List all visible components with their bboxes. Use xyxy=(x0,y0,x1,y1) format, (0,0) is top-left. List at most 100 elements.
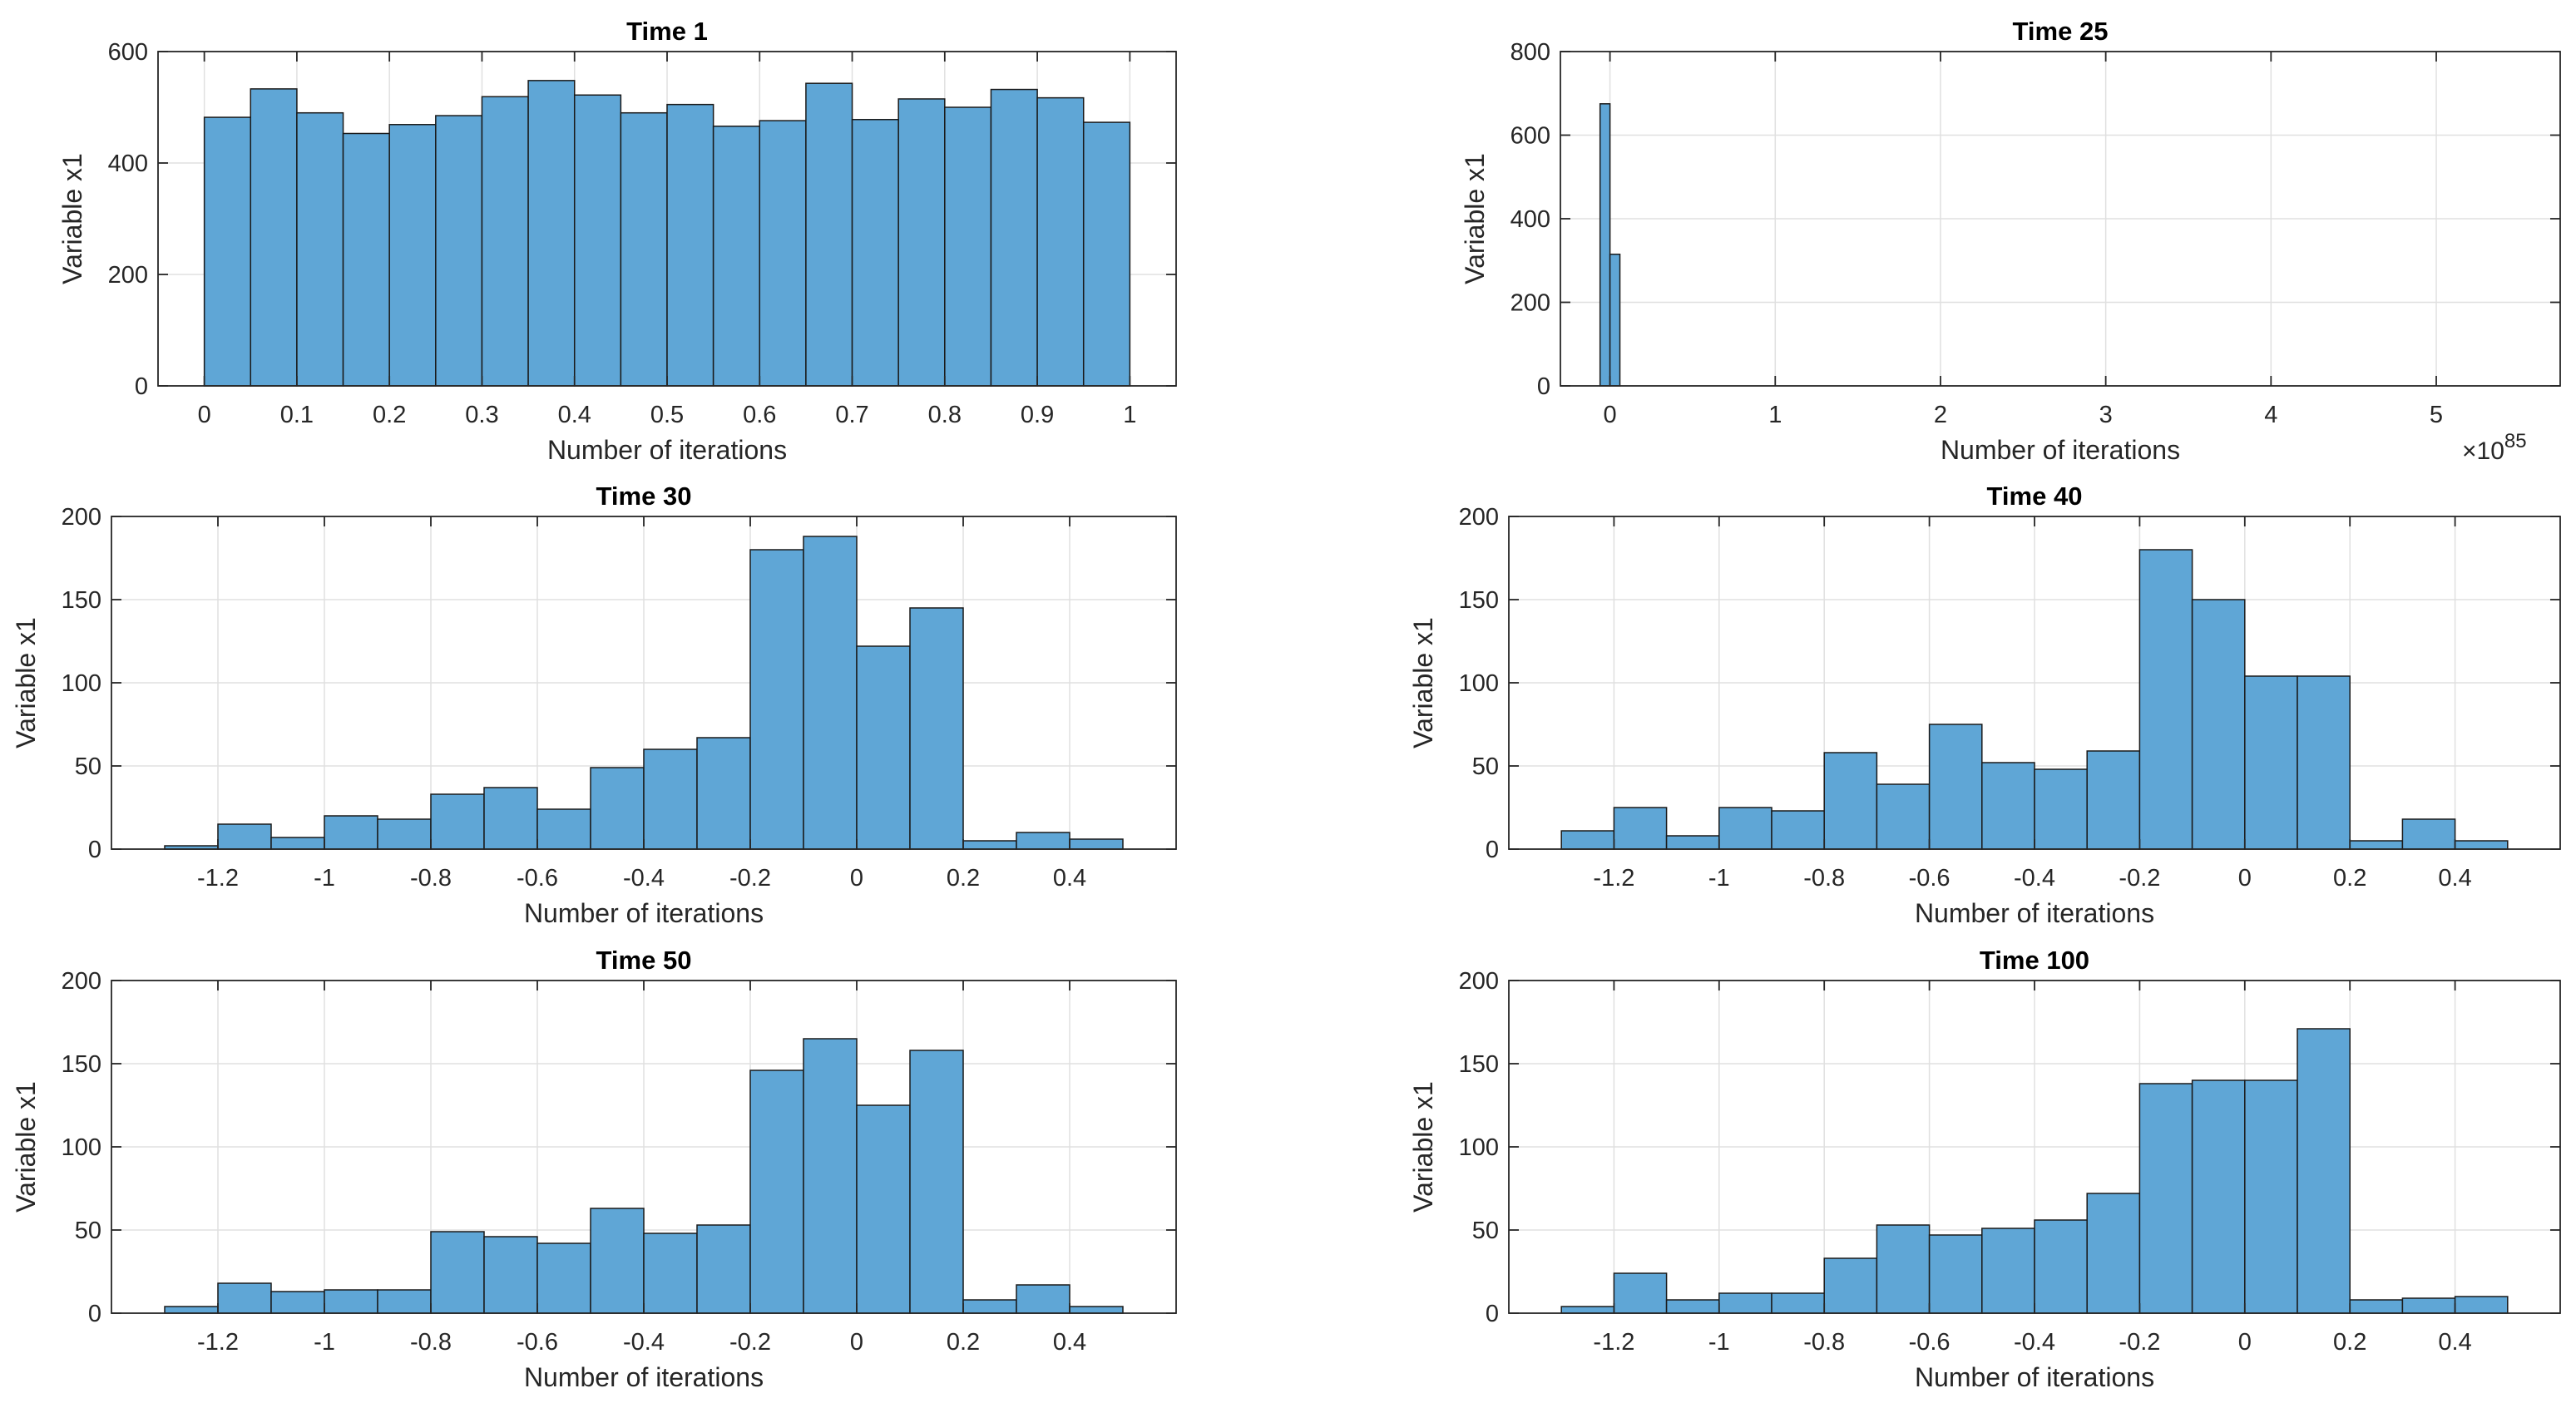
x-tick-label: -1 xyxy=(314,865,335,892)
x-tick-label: -1 xyxy=(1708,1329,1730,1356)
histogram-bar xyxy=(1082,121,1131,387)
histogram-bar xyxy=(749,549,804,850)
x-tick-label: 0.4 xyxy=(1053,1329,1086,1356)
histogram-bar xyxy=(1613,1272,1668,1314)
histogram-bar xyxy=(1613,807,1668,850)
histogram-bar xyxy=(164,1306,219,1314)
histogram-bar xyxy=(1036,96,1085,387)
histogram-bar xyxy=(2138,549,2193,850)
y-axis-label: Variable x1 xyxy=(1460,153,1490,284)
histogram-bar xyxy=(1069,838,1124,850)
histogram-bar xyxy=(2244,1079,2298,1314)
histogram-bar xyxy=(2297,1028,2351,1314)
x-tick-label: 0.3 xyxy=(465,402,498,428)
bars xyxy=(164,1038,1124,1314)
x-exponent-power: 85 xyxy=(2504,430,2527,452)
x-tick-label: 0 xyxy=(850,865,863,892)
y-tick-label: 0 xyxy=(1486,837,1499,863)
y-tick-label: 50 xyxy=(1472,753,1499,780)
x-axis-label: Number of iterations xyxy=(524,898,764,928)
x-tick-label: -1.2 xyxy=(1593,865,1634,892)
x-tick-label: 0 xyxy=(850,1329,863,1356)
x-exponent-base: ×10 xyxy=(2462,437,2504,465)
histogram-bar xyxy=(1771,1292,1825,1314)
y-tick-label: 200 xyxy=(108,262,148,289)
y-tick-label: 150 xyxy=(1459,587,1499,614)
x-tick-label: 0.4 xyxy=(2438,1329,2471,1356)
histogram-bar xyxy=(620,111,668,387)
y-tick-label: 0 xyxy=(88,1301,101,1327)
x-tick-label: -0.2 xyxy=(2119,865,2160,892)
histogram-bar xyxy=(856,645,911,850)
x-tick-label: 0.2 xyxy=(947,865,980,892)
histogram-bar xyxy=(1560,1306,1615,1314)
histogram-panel: -1.2 -1 -0.8 -0.6 -0.4 -0.2 0 0.2 0.4 0 50 100 150 20… xyxy=(11,482,1177,928)
x-tick-label: -0.6 xyxy=(1909,1329,1951,1356)
histogram-bar xyxy=(803,536,858,850)
y-tick-label: 600 xyxy=(108,39,148,66)
y-axis-label: Variable x1 xyxy=(1408,617,1438,748)
histogram-bar xyxy=(377,1289,432,1314)
y-tick-label: 400 xyxy=(1510,206,1550,233)
histogram-bar xyxy=(2086,750,2141,850)
histogram-bar xyxy=(590,1208,645,1314)
x-tick-label: 3 xyxy=(2099,402,2113,428)
x-tick-label: -0.4 xyxy=(2014,865,2055,892)
x-tick-label: 0.5 xyxy=(650,402,684,428)
x-tick-label: 0.4 xyxy=(558,402,591,428)
chart-title: Time 25 xyxy=(2013,17,2109,46)
histogram-bar xyxy=(851,118,899,387)
histogram-bar xyxy=(990,88,1038,387)
x-axis-label: Number of iterations xyxy=(1941,435,2180,465)
histogram-bar xyxy=(696,1224,751,1314)
histogram-bar xyxy=(2086,1193,2141,1314)
x-tick-label: 0.2 xyxy=(373,402,406,428)
x-tick-label: -0.2 xyxy=(2119,1329,2160,1356)
histogram-bar xyxy=(483,1236,538,1314)
x-tick-label: 0.2 xyxy=(2333,1329,2366,1356)
chart-title: Time 30 xyxy=(596,482,692,511)
histogram-bar xyxy=(856,1104,911,1314)
histogram-bar xyxy=(536,1242,591,1314)
histogram-bar xyxy=(217,1282,272,1314)
x-tick-label: -1 xyxy=(1708,865,1730,892)
histogram-bar xyxy=(909,607,964,850)
histogram-bar xyxy=(2297,675,2351,850)
histogram-bar xyxy=(2191,599,2246,850)
histogram-bar xyxy=(643,1233,698,1314)
histogram-bar xyxy=(2401,1297,2456,1314)
x-tick-label: -0.4 xyxy=(623,1329,665,1356)
chart-title: Time 40 xyxy=(1987,482,2083,511)
histogram-bar xyxy=(536,808,591,850)
y-tick-label: 600 xyxy=(1510,123,1550,150)
x-tick-label: 0.1 xyxy=(280,402,314,428)
ticks: -1.2 -1 -0.8 -0.6 -0.4 -0.2 0 0.2 0.4 0 50 100 150 20… xyxy=(62,504,1176,892)
x-tick-label: -1.2 xyxy=(197,865,239,892)
ticks: -1.2 -1 -0.8 -0.6 -0.4 -0.2 0 0.2 0.4 0 50 100 150 20… xyxy=(1459,504,2560,892)
x-tick-label: -1.2 xyxy=(1593,1329,1634,1356)
x-tick-label: 0.2 xyxy=(2333,865,2366,892)
x-tick-label: -0.6 xyxy=(1909,865,1951,892)
histogram-bar xyxy=(430,793,485,850)
histogram-bar xyxy=(270,837,325,850)
y-tick-label: 50 xyxy=(75,753,101,780)
x-tick-label: 0.4 xyxy=(2438,865,2471,892)
chart-title: Time 1 xyxy=(626,17,708,46)
histogram-bar xyxy=(2454,1296,2509,1314)
histogram-bar xyxy=(712,126,761,387)
x-tick-label: -0.8 xyxy=(1803,1329,1845,1356)
x-tick-label: -0.8 xyxy=(410,865,452,892)
ticks: 0 1 2 3 4 5 0 200 400 600 800 xyxy=(1510,39,2560,428)
histogram-bar xyxy=(1928,724,1983,850)
histogram-bar xyxy=(1665,835,1720,850)
histogram-bar xyxy=(2349,840,2404,850)
ticks: -1.2 -1 -0.8 -0.6 -0.4 -0.2 0 0.2 0.4 0 50 100 150 20… xyxy=(62,968,1176,1356)
histogram-bar xyxy=(1876,1224,1931,1314)
x-tick-label: 0.6 xyxy=(743,402,776,428)
x-tick-label: 1 xyxy=(1123,402,1136,428)
x-tick-label: 2 xyxy=(1934,402,1947,428)
histogram-bar xyxy=(643,748,698,850)
y-tick-label: 150 xyxy=(1459,1051,1499,1078)
histogram-bar xyxy=(1718,1292,1773,1314)
